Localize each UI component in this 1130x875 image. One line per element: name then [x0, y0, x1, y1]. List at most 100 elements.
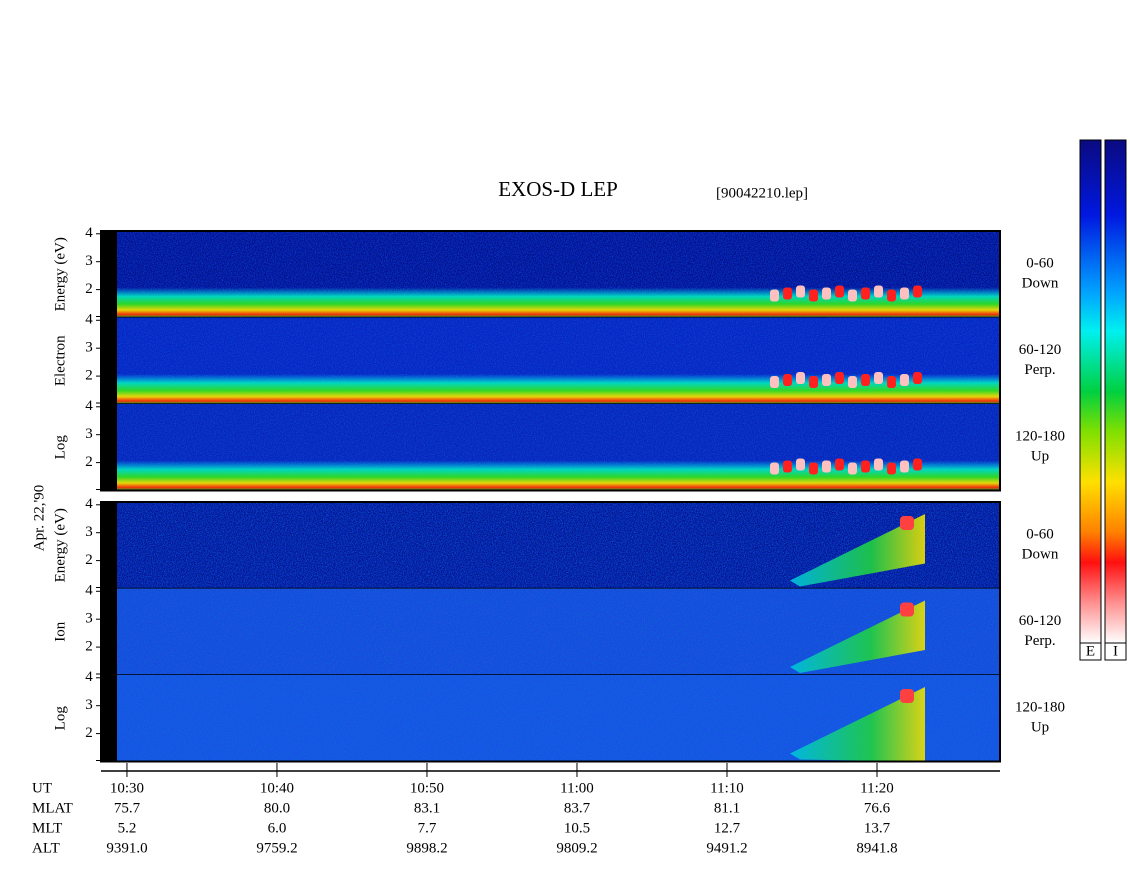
date-label: Apr. 22,'90 [31, 485, 47, 551]
ion-peak [900, 602, 914, 617]
flux-blob [848, 289, 857, 302]
y-tick-label: 4 [85, 398, 93, 414]
chart-title: EXOS-D LEP [498, 177, 618, 201]
flux-blob [874, 285, 883, 298]
flux-blob [796, 372, 805, 384]
ephemeris-value: 75.7 [114, 800, 141, 816]
flux-blob [861, 287, 870, 300]
flux-blob [822, 460, 831, 473]
ion-peak [900, 516, 914, 530]
group-frame [100, 501, 1001, 763]
x-tick-label: 10:40 [260, 780, 294, 796]
y-tick-label: 4 [85, 669, 93, 685]
ion-wedge [790, 514, 925, 587]
ephemeris-value: 9391.0 [106, 840, 147, 856]
flux-blob [900, 460, 909, 473]
y-tick-label: 2 [85, 454, 93, 470]
y-tick-label: 2 [85, 368, 93, 384]
ephemeris-value: 13.7 [864, 820, 891, 836]
flux-blob [809, 289, 818, 302]
flux-blob [770, 462, 779, 475]
y-tick-label: 2 [85, 725, 93, 741]
flux-blob [861, 374, 870, 386]
y-axis-label: Log [52, 435, 68, 460]
data-gap [101, 231, 117, 318]
y-tick-label: 3 [85, 340, 93, 356]
flux-blob [796, 285, 805, 298]
y-tick-label: 2 [85, 552, 93, 568]
flux-blob [835, 458, 844, 471]
flux-blob [913, 285, 922, 298]
ephemeris-value: 12.7 [714, 820, 741, 836]
flux-blob [809, 376, 818, 388]
flux-blob [783, 374, 792, 386]
y-axis-label: Energy (eV) [52, 508, 68, 582]
flux-blob [783, 460, 792, 473]
y-tick-label: 3 [85, 524, 93, 540]
colorbar-label: I [1113, 643, 1118, 659]
ephemeris-value: 10.5 [564, 820, 590, 836]
x-tick-label: 10:50 [410, 780, 444, 796]
flux-blob [835, 285, 844, 298]
direction-label: Down [1022, 276, 1059, 292]
y-axis-label: Energy (eV) [52, 237, 68, 311]
y-tick-label: 4 [85, 496, 93, 512]
flux-blob [874, 458, 883, 471]
flux-blob [809, 462, 818, 475]
direction-label: Up [1031, 449, 1049, 465]
ion-peak [900, 689, 914, 703]
ephemeris-value: 83.7 [564, 800, 591, 816]
flux-blob [887, 462, 896, 475]
y-tick-label: 3 [85, 611, 93, 627]
flux-blob [848, 376, 857, 388]
ion-wedge [790, 687, 925, 762]
flux-blob [887, 376, 896, 388]
x-tick-label: 11:20 [860, 780, 894, 796]
y-tick-label: 4 [85, 225, 93, 241]
data-gap [101, 502, 117, 589]
ephemeris-value: 9809.2 [556, 840, 597, 856]
ephemeris-name: MLT [32, 820, 62, 836]
data-gap [101, 404, 117, 491]
y-tick-label: 2 [85, 281, 93, 297]
colorbar-box [1079, 642, 1102, 661]
x-tick-label: 10:30 [110, 780, 144, 796]
ephemeris-value: 80.0 [264, 800, 290, 816]
colorbar-label: E [1086, 643, 1095, 659]
ephemeris-value: 5.2 [118, 820, 137, 836]
pitch-label: 0-60 [1026, 256, 1054, 272]
x-tick-label: 11:10 [710, 780, 744, 796]
ion-wedge [790, 600, 925, 673]
flux-blob [861, 460, 870, 473]
group-frame [100, 230, 1001, 492]
ephemeris-value: 9491.2 [706, 840, 747, 856]
y-tick-label: 2 [85, 639, 93, 655]
y-axis-label: Ion [52, 621, 68, 641]
ephemeris-value: 76.6 [864, 800, 891, 816]
flux-blob [822, 374, 831, 386]
pitch-label: 120-180 [1015, 429, 1065, 445]
direction-label: Perp. [1024, 362, 1055, 378]
colorbar [1079, 139, 1102, 644]
flux-blob [770, 376, 779, 388]
ephemeris-value: 83.1 [414, 800, 440, 816]
ephemeris-value: 8941.8 [856, 840, 897, 856]
flux-blob [900, 287, 909, 300]
pitch-label: 60-120 [1019, 342, 1062, 358]
direction-label: Down [1022, 547, 1059, 563]
pitch-label: 0-60 [1026, 527, 1054, 543]
x-axis-label: UT [32, 780, 52, 796]
y-axis-label: Electron [52, 335, 68, 386]
y-axis-label: Log [52, 706, 68, 731]
flux-blob [770, 289, 779, 302]
ephemeris-value: 6.0 [268, 820, 287, 836]
flux-blob [913, 458, 922, 471]
flux-blob [874, 372, 883, 384]
y-tick-label: 3 [85, 253, 93, 269]
y-tick-label: 3 [85, 426, 93, 442]
flux-blob [848, 462, 857, 475]
pitch-label: 120-180 [1015, 700, 1065, 716]
flux-blob [822, 287, 831, 300]
